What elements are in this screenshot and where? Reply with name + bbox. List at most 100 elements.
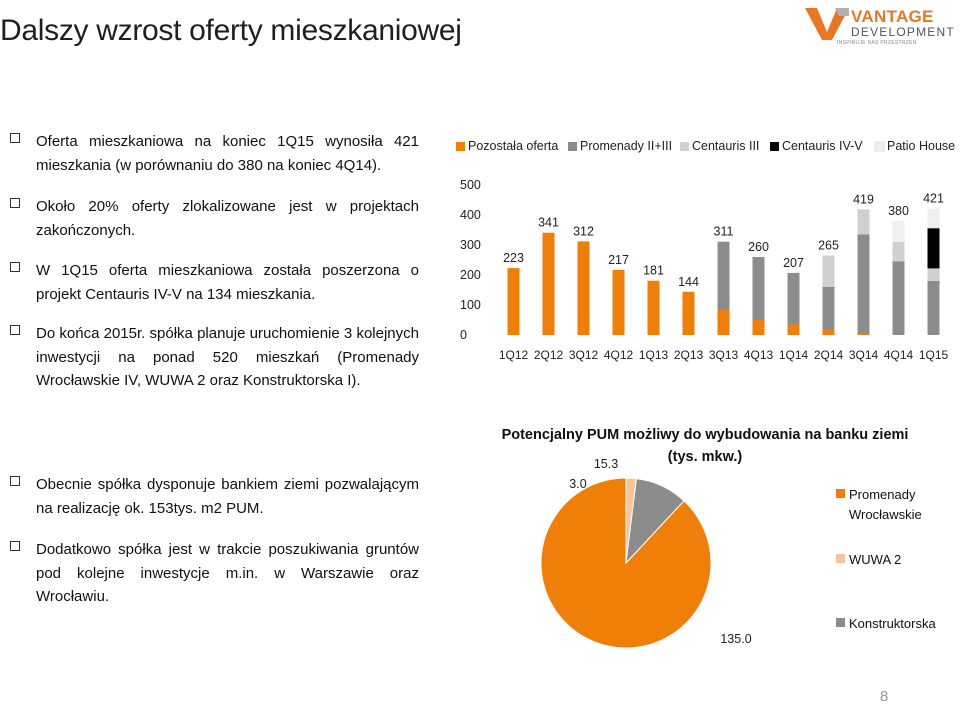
legend-label: Patio House [887, 139, 955, 153]
x-tick-label: 3Q13 [709, 348, 739, 362]
pie-value-label: 135.0 [720, 632, 751, 646]
bar-segment [577, 241, 590, 335]
checkbox-bullet-icon [10, 541, 20, 551]
x-tick-label: 2Q12 [534, 348, 564, 362]
bar-segment [507, 268, 520, 335]
bullet-text: Obecnie spółka dysponuje bankiem ziemi p… [36, 476, 419, 517]
data-label: 223 [503, 251, 524, 265]
bar-segment [647, 280, 660, 335]
legend-label: Centauris III [692, 139, 759, 153]
legend-label: Konstruktorska [849, 616, 936, 631]
legend-label: Pozostała oferta [468, 139, 558, 153]
y-tick-label: 500 [460, 178, 481, 192]
y-tick-label: 100 [460, 298, 481, 312]
bar-segment [787, 324, 800, 335]
y-tick-label: 200 [460, 268, 481, 282]
offer-bar-chart: Pozostała oferta Promenady II+III Centauri… [456, 139, 955, 362]
x-tick-label: 1Q14 [779, 348, 809, 362]
bar-segment [927, 268, 940, 281]
bar-segment [822, 287, 835, 329]
data-label: 419 [853, 192, 874, 206]
data-label: 312 [573, 224, 594, 238]
data-label: 181 [643, 264, 664, 278]
bar-segment [892, 261, 905, 335]
legend-swatch [680, 142, 689, 151]
legend-swatch [770, 142, 779, 151]
bar-segment [927, 228, 940, 269]
legend-item-3: Centauris IV-V [770, 139, 863, 153]
checkbox-bullet-icon [10, 133, 20, 143]
bar-segment [752, 320, 765, 335]
checkbox-bullet-icon [10, 325, 20, 335]
bullet-text: Dodatkowo spółka jest w trakcie poszukiw… [36, 541, 419, 605]
pie-slice [625, 478, 685, 565]
pie-value-label: 15.3 [594, 457, 618, 471]
data-label: 421 [923, 192, 944, 206]
bar-segment [927, 281, 940, 335]
x-tick-label: 2Q14 [814, 348, 844, 362]
bar-segment [752, 257, 765, 320]
x-tick-label: 1Q13 [639, 348, 669, 362]
x-tick-label: 4Q13 [744, 348, 774, 362]
bar-segment [542, 232, 555, 335]
page-number: 8 [880, 688, 889, 705]
data-label: 311 [714, 225, 734, 239]
vantage-logo: VANTAGE DEVELOPMENT INSPIRUJE NAS PRZEST… [805, 4, 955, 50]
data-label: 265 [818, 239, 839, 253]
legend-swatch [456, 142, 465, 151]
bar-segment [857, 209, 870, 235]
bar-segment [717, 241, 730, 310]
bullet-text: Do końca 2015r. spółka planuje uruchomie… [36, 325, 419, 389]
logo-subtitle: DEVELOPMENT [851, 25, 955, 39]
legend-swatch [836, 489, 845, 498]
legend-swatch [568, 142, 577, 151]
x-tick-label: 2Q13 [674, 348, 704, 362]
y-tick-label: 0 [460, 328, 467, 342]
data-label: 341 [538, 216, 559, 230]
data-label: 217 [608, 253, 629, 267]
pie-value-label: 3.0 [569, 477, 586, 491]
legend-item-0: Pozostała oferta [456, 139, 558, 153]
data-label: 380 [888, 204, 909, 218]
legend-label: WUWA 2 [849, 552, 902, 567]
data-label: 260 [748, 240, 769, 254]
x-tick-label: 1Q15 [919, 348, 949, 362]
bar-segment [717, 309, 730, 335]
pie-chart-title: Potencjalny PUM możliwy do wybudowania n… [501, 427, 909, 465]
legend-label: Promenady Wrocławskie [849, 487, 922, 522]
bar-segment [682, 291, 695, 335]
page-title: Dalszy wzrost oferty mieszkaniowej [0, 14, 462, 47]
land-bank-pie-chart: 135.0 3.0 15.3 [540, 457, 752, 649]
logo-tagline: INSPIRUJE NAS PRZESTRZEŃ [837, 40, 917, 46]
y-tick-label: 400 [460, 208, 481, 222]
legend-label: Promenady II+III [580, 139, 672, 153]
legend-item-4: Patio House [874, 139, 955, 153]
data-label: 207 [783, 256, 804, 270]
legend-swatch [836, 554, 845, 563]
bar-segment [822, 329, 835, 335]
x-tick-label: 4Q12 [604, 348, 634, 362]
x-tick-label: 3Q12 [569, 348, 599, 362]
legend-swatch [874, 141, 885, 152]
bar-segment [857, 333, 870, 335]
bar-segment [927, 208, 940, 229]
legend-swatch [836, 618, 845, 627]
vantage-logo-mark-icon [805, 8, 849, 40]
bar-segment [822, 255, 835, 287]
x-tick-label: 1Q12 [499, 348, 529, 362]
legend-item-2: Centauris III [680, 139, 759, 153]
logo-wordmark: VANTAGE [851, 7, 934, 26]
checkbox-bullet-icon [10, 476, 20, 486]
x-tick-label: 3Q14 [849, 348, 879, 362]
bar-segment [892, 242, 905, 262]
legend-item-1: Promenady II+III [568, 139, 672, 153]
checkbox-bullet-icon [10, 198, 20, 208]
checkbox-bullet-icon [10, 262, 20, 272]
bar-segment [892, 221, 905, 242]
legend-label: Centauris IV-V [782, 139, 863, 153]
bar-segment [612, 269, 625, 335]
bar-segment [857, 234, 870, 334]
bar-segment [787, 272, 800, 325]
bullet-text: Około 20% oferty zlokalizowane jest w pr… [36, 198, 419, 239]
data-label: 144 [678, 275, 699, 289]
